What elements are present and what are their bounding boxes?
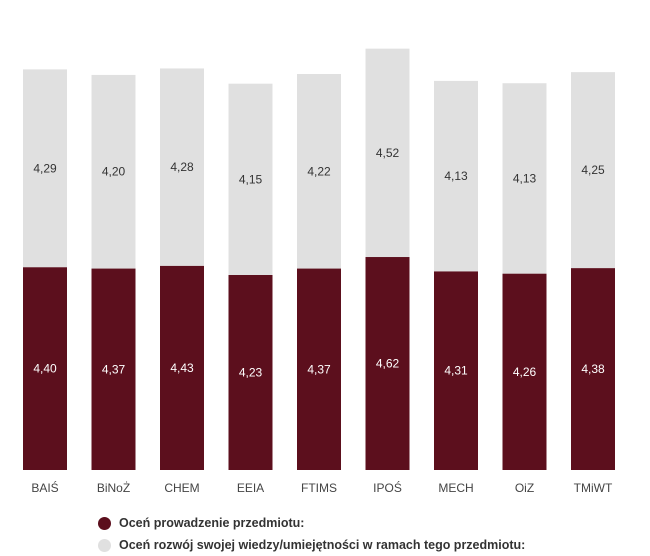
legend: Oceń prowadzenie przedmiotu: Oceń rozwój… xyxy=(98,512,525,556)
bar-segment-series-1 xyxy=(23,267,67,470)
x-tick-label: BAIŚ xyxy=(31,480,58,495)
bar-segment-series-2 xyxy=(91,74,136,269)
data-label-series-2: 4,13 xyxy=(444,169,468,183)
x-tick-label: MECH xyxy=(438,481,473,495)
data-label-series-1: 4,40 xyxy=(33,362,57,376)
x-tick-label: BiNoŻ xyxy=(97,481,130,495)
bar-segment-series-1 xyxy=(434,271,478,470)
data-label-series-1: 4,37 xyxy=(102,362,126,376)
data-label-series-1: 4,26 xyxy=(513,365,537,379)
bar-segment-series-1 xyxy=(91,268,136,470)
x-tick-label: IPOŚ xyxy=(373,480,402,495)
bar-segment-series-1 xyxy=(365,257,410,470)
legend-label-series-2: Oceń rozwój swojej wiedzy/umiejętności w… xyxy=(119,538,526,552)
data-label-series-1: 4,62 xyxy=(376,357,400,371)
bar-segment-series-1 xyxy=(160,265,204,470)
bar-segment-series-1 xyxy=(297,268,341,470)
data-label-series-2: 4,22 xyxy=(307,164,331,178)
bar-segment-series-2 xyxy=(434,80,478,272)
bar-segment-series-2 xyxy=(365,48,410,258)
bar-segment-series-2 xyxy=(23,69,67,268)
data-label-series-1: 4,37 xyxy=(307,362,331,376)
data-label-series-1: 4,23 xyxy=(239,365,263,379)
data-label-series-2: 4,15 xyxy=(239,172,263,186)
bar-segment-series-1 xyxy=(571,268,615,470)
data-label-series-2: 4,20 xyxy=(102,165,126,179)
x-tick-label: OiZ xyxy=(515,481,534,495)
bar-segment-series-2 xyxy=(297,74,341,269)
bar-segment-series-2 xyxy=(228,83,273,275)
legend-marker-series-1 xyxy=(98,516,111,530)
bar-segment-series-1 xyxy=(502,273,547,470)
bar-segment-series-1 xyxy=(228,274,273,470)
legend-marker-series-2 xyxy=(98,538,111,552)
x-tick-label: TMiWT xyxy=(574,481,613,495)
data-label-series-1: 4,38 xyxy=(581,362,605,376)
bar-segment-series-2 xyxy=(160,68,204,266)
legend-item-series-1: Oceń prowadzenie przedmiotu: xyxy=(98,512,525,534)
data-label-series-2: 4,52 xyxy=(376,146,400,160)
bar-segment-series-2 xyxy=(502,83,547,274)
x-tick-label: CHEM xyxy=(164,481,199,495)
legend-label-series-1: Oceń prowadzenie przedmiotu: xyxy=(119,516,305,530)
data-label-series-2: 4,29 xyxy=(33,161,57,175)
x-tick-label: FTIMS xyxy=(301,481,337,495)
bar-segment-series-2 xyxy=(571,72,615,269)
x-tick-label: EEIA xyxy=(237,481,264,495)
data-label-series-1: 4,31 xyxy=(444,364,468,378)
data-label-series-2: 4,25 xyxy=(581,163,605,177)
data-label-series-2: 4,13 xyxy=(513,171,537,185)
data-label-series-2: 4,28 xyxy=(170,160,194,174)
legend-item-series-2: Oceń rozwój swojej wiedzy/umiejętności w… xyxy=(98,534,525,556)
data-label-series-1: 4,43 xyxy=(170,361,194,375)
